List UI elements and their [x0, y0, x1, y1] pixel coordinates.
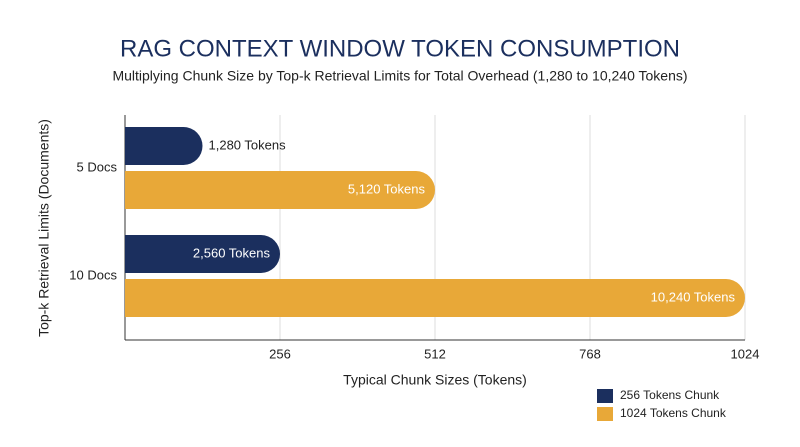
bar [125, 235, 280, 273]
chart-title: RAG CONTEXT WINDOW TOKEN CONSUMPTION [120, 35, 680, 62]
legend-swatch [597, 407, 613, 421]
bar [125, 171, 435, 209]
legend-swatch [597, 389, 613, 403]
bar [125, 279, 745, 317]
data-label: 5,120 Tokens [348, 181, 426, 196]
data-label: 2,560 Tokens [193, 245, 271, 260]
data-label: 10,240 Tokens [651, 289, 736, 304]
y-tick-label: 5 Docs [77, 159, 118, 174]
x-tick-label: 256 [269, 346, 291, 361]
y-tick-label: 10 Docs [69, 267, 117, 282]
chart-subtitle: Multiplying Chunk Size by Top-k Retrieva… [112, 68, 687, 84]
y-axis-label: Top-k Retrieval Limits (Documents) [36, 119, 52, 337]
data-label: 1,280 Tokens [209, 137, 287, 152]
x-tick-label: 768 [579, 346, 601, 361]
x-tick-label: 512 [424, 346, 446, 361]
x-tick-label: 1024 [731, 346, 760, 361]
legend-label: 256 Tokens Chunk [620, 388, 720, 402]
x-axis-label: Typical Chunk Sizes (Tokens) [343, 372, 527, 388]
legend-label: 1024 Tokens Chunk [620, 406, 727, 420]
bar [125, 127, 203, 165]
